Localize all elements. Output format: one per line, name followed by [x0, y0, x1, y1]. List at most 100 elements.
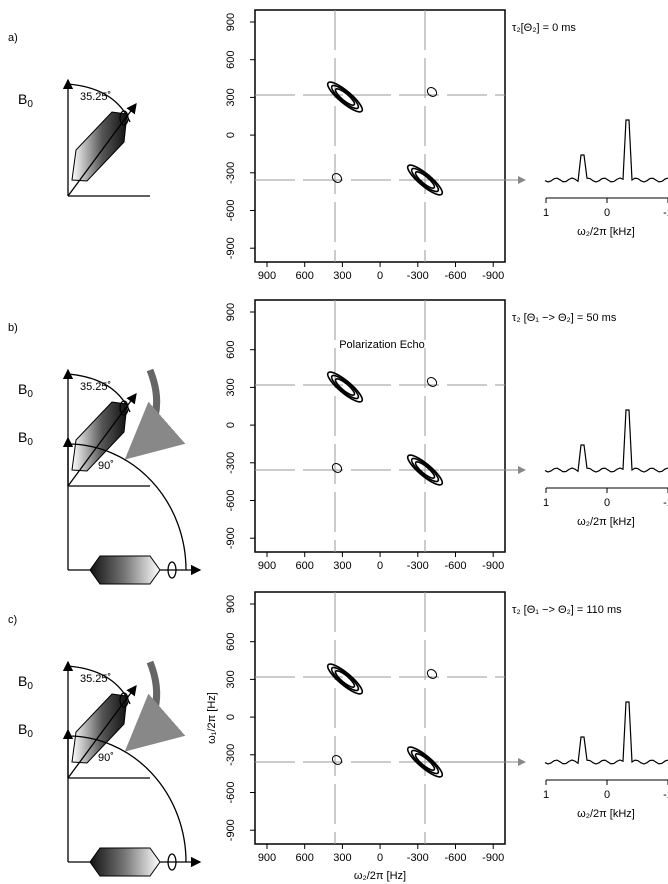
x-tick-label: 300	[333, 560, 351, 572]
contour	[331, 463, 343, 473]
crystal	[89, 555, 161, 585]
contour	[410, 749, 440, 775]
b0-base: B	[18, 381, 27, 397]
contour	[430, 672, 433, 676]
x-tick-label: 900	[258, 560, 276, 572]
y-tick-label: 600	[225, 633, 237, 651]
y-tick-label: -300	[225, 162, 237, 184]
y-tick-label: -300	[225, 452, 237, 474]
angle: 35.25˚	[80, 91, 111, 103]
x-tick-label: 600	[296, 560, 314, 572]
spectrum-tick-label: -1	[663, 497, 668, 509]
b0-base: B	[18, 673, 27, 689]
y-tick-label: 0	[225, 422, 237, 428]
x-tick-label: -900	[482, 852, 504, 864]
contour	[335, 466, 338, 470]
b0-sub: 0	[27, 681, 33, 692]
contour	[406, 454, 444, 486]
rotor	[119, 110, 129, 126]
b0-sub: 0	[27, 437, 33, 448]
y-tick-label: 300	[225, 670, 237, 688]
contour	[335, 758, 338, 762]
y-tick-label: 0	[225, 132, 237, 138]
x-tick-label: -300	[407, 852, 429, 864]
x-tick-label: 0	[377, 270, 383, 282]
y-tick-label: -600	[225, 781, 237, 803]
angle: 90˚	[98, 752, 114, 764]
y-tick-label: -900	[225, 237, 237, 259]
b0-label: B0	[18, 429, 33, 448]
spectrum	[544, 119, 668, 183]
spectrum-title: τ₂[Θ₂] = 0 ms	[512, 22, 576, 34]
x-tick-label: -900	[482, 270, 504, 282]
y-tick-label: -600	[225, 489, 237, 511]
contour	[426, 87, 438, 97]
spectrum-title: τ₂ [Θ₁ −> Θ₂] = 110 ms	[512, 604, 622, 616]
x-tick-label: -300	[407, 270, 429, 282]
x-tick-label: -600	[444, 270, 466, 282]
y-tick-label: -600	[225, 199, 237, 221]
contour	[410, 167, 440, 193]
x-tick-label: -900	[482, 560, 504, 572]
plot-frame	[254, 9, 506, 263]
arc	[67, 443, 187, 571]
y-tick-label: 300	[225, 88, 237, 106]
b0-label: B0	[18, 721, 33, 740]
contour	[410, 457, 440, 483]
contour	[414, 461, 436, 479]
y-tick-label: 900	[225, 595, 237, 613]
spin-axis	[67, 392, 137, 487]
contour	[414, 753, 436, 771]
x-tick-label: 300	[333, 270, 351, 282]
crystal	[71, 111, 128, 182]
spectrum-tick-label: 1	[543, 497, 549, 509]
angle: 90˚	[98, 460, 114, 472]
rotate-arrow	[124, 660, 186, 752]
spin-axis	[67, 102, 137, 197]
y-tick-label: 300	[225, 378, 237, 396]
plot-frame	[254, 299, 506, 553]
x-axis-label: ω₂/2π [Hz]	[354, 870, 406, 882]
spectrum-x-label: ω₂/2π [kHz]	[577, 516, 635, 528]
contour	[414, 171, 436, 189]
contour	[406, 164, 444, 196]
angle: 35.25˚	[80, 673, 111, 685]
spectrum-tick-label: -1	[663, 207, 668, 219]
y-axis-label: ω₁/2π [Hz]	[206, 692, 218, 744]
rotor	[167, 561, 177, 579]
plot-frame	[254, 591, 506, 845]
x-tick-label: 0	[377, 560, 383, 572]
b0-sub: 0	[27, 389, 33, 400]
annotation: Polarization Echo	[339, 339, 425, 351]
spectrum-x-label: ω₂/2π [kHz]	[577, 226, 635, 238]
b0-sub: 0	[27, 729, 33, 740]
spectrum-tick-label: 0	[604, 207, 610, 219]
x-tick-label: 900	[258, 270, 276, 282]
spectrum-x-label: ω₂/2π [kHz]	[577, 808, 635, 820]
panel-label: a)	[8, 32, 18, 44]
x-tick-label: 300	[333, 852, 351, 864]
b0-sub: 0	[27, 99, 33, 110]
spectrum-tick-label: 0	[604, 497, 610, 509]
b0-base: B	[18, 91, 27, 107]
spectrum-tick-label: 0	[604, 789, 610, 801]
y-tick-label: -900	[225, 527, 237, 549]
b0-base: B	[18, 429, 27, 445]
rotor	[167, 853, 177, 871]
x-tick-label: 900	[258, 852, 276, 864]
x-tick-label: -600	[444, 560, 466, 572]
crystal	[89, 847, 161, 877]
x-tick-label: 0	[377, 852, 383, 864]
y-tick-label: 900	[225, 303, 237, 321]
contour	[330, 374, 360, 400]
contour	[330, 666, 360, 692]
spectrum-tick-label: 1	[543, 789, 549, 801]
contour	[406, 746, 444, 778]
angle: 35.25˚	[80, 381, 111, 393]
y-tick-label: 900	[225, 13, 237, 31]
x-tick-label: 600	[296, 852, 314, 864]
y-tick-label: 600	[225, 51, 237, 69]
b0-label: B0	[18, 91, 33, 110]
contour	[331, 173, 343, 183]
contour	[330, 84, 360, 110]
